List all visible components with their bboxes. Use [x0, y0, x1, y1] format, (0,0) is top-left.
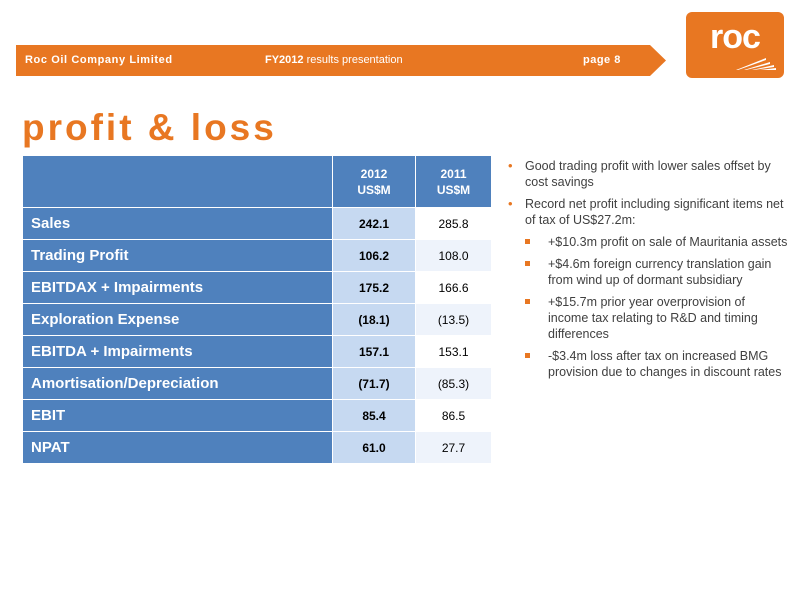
value-2011: 108.0	[415, 239, 492, 272]
column-header-2012: 2012 US$M	[332, 155, 416, 208]
table-row: Exploration Expense (18.1) (13.5)	[22, 303, 492, 336]
header-banner: Roc Oil Company Limited FY2012 results p…	[16, 45, 666, 76]
column-header-2012-year: 2012	[360, 166, 388, 181]
profit-loss-table: 2012 US$M 2011 US$M Sales 242.1 285.8 Tr…	[22, 155, 492, 464]
column-header-2012-unit: US$M	[357, 182, 391, 197]
value-2011: 86.5	[415, 399, 492, 432]
table-row: EBIT 85.4 86.5	[22, 399, 492, 432]
bullet-text: Good trading profit with lower sales off…	[525, 159, 771, 189]
presentation-year: FY2012	[265, 54, 304, 66]
column-header-2011-unit: US$M	[436, 182, 471, 197]
bullet-item: • Record net profit including significan…	[508, 196, 788, 228]
row-label: NPAT	[22, 431, 333, 464]
square-bullet-icon	[525, 299, 530, 304]
row-label: Trading Profit	[22, 239, 333, 272]
square-bullet-icon	[525, 353, 530, 358]
sub-bullet-item: +$10.3m profit on sale of Mauritania ass…	[508, 234, 788, 250]
column-header-2011: 2011 US$M	[415, 155, 492, 208]
table-row: NPAT 61.0 27.7	[22, 431, 492, 464]
row-label: EBIT	[22, 399, 333, 432]
bullet-text: Record net profit including significant …	[525, 197, 784, 227]
table-row: EBITDA + Impairments 157.1 153.1	[22, 335, 492, 368]
row-label: Sales	[22, 207, 333, 240]
value-2012: (71.7)	[332, 367, 416, 400]
sub-bullet-text: -$3.4m loss after tax on increased BMG p…	[548, 349, 782, 379]
row-label: Exploration Expense	[22, 303, 333, 336]
sub-bullet-text: +$4.6m foreign currency translation gain…	[548, 257, 772, 287]
table-header-row: 2012 US$M 2011 US$M	[22, 155, 492, 208]
row-label: EBITDA + Impairments	[22, 335, 333, 368]
value-2011: (13.5)	[415, 303, 492, 336]
sub-bullet-item: +$15.7m prior year overprovision of inco…	[508, 294, 788, 342]
value-2012: 85.4	[332, 399, 416, 432]
page-title: profit & loss	[22, 107, 277, 148]
value-2012: 175.2	[332, 271, 416, 304]
table-header-blank	[22, 155, 333, 208]
roc-logo: roc	[686, 12, 784, 78]
value-2012: 106.2	[332, 239, 416, 272]
commentary-bullets: • Good trading profit with lower sales o…	[508, 158, 788, 386]
sub-bullet-text: +$10.3m profit on sale of Mauritania ass…	[548, 235, 788, 249]
value-2012: 242.1	[332, 207, 416, 240]
value-2012: 157.1	[332, 335, 416, 368]
sub-bullet-item: -$3.4m loss after tax on increased BMG p…	[508, 348, 788, 380]
sub-bullet-text: +$15.7m prior year overprovision of inco…	[548, 295, 758, 341]
table-row: Sales 242.1 285.8	[22, 207, 492, 240]
value-2011: 153.1	[415, 335, 492, 368]
company-name: Roc Oil Company Limited	[25, 54, 173, 66]
square-bullet-icon	[525, 239, 530, 244]
row-label: Amortisation/Depreciation	[22, 367, 333, 400]
value-2011: 285.8	[415, 207, 492, 240]
value-2011: (85.3)	[415, 367, 492, 400]
presentation-subtitle: results presentation	[303, 54, 403, 66]
banner-arrow-shape	[16, 45, 666, 76]
svg-text:roc: roc	[710, 18, 760, 56]
value-2011: 166.6	[415, 271, 492, 304]
sub-bullet-item: +$4.6m foreign currency translation gain…	[508, 256, 788, 288]
table-row: Trading Profit 106.2 108.0	[22, 239, 492, 272]
bullet-dot-icon: •	[508, 158, 513, 173]
table-row: EBITDAX + Impairments 175.2 166.6	[22, 271, 492, 304]
column-header-2011-year: 2011	[440, 166, 467, 181]
bullet-dot-icon: •	[508, 196, 513, 211]
value-2011: 27.7	[415, 431, 492, 464]
presentation-title: FY2012 results presentation	[265, 45, 403, 76]
bullet-item: • Good trading profit with lower sales o…	[508, 158, 788, 190]
page-number: page 8	[583, 54, 621, 66]
value-2012: 61.0	[332, 431, 416, 464]
row-label: EBITDAX + Impairments	[22, 271, 333, 304]
table-row: Amortisation/Depreciation (71.7) (85.3)	[22, 367, 492, 400]
square-bullet-icon	[525, 261, 530, 266]
value-2012: (18.1)	[332, 303, 416, 336]
